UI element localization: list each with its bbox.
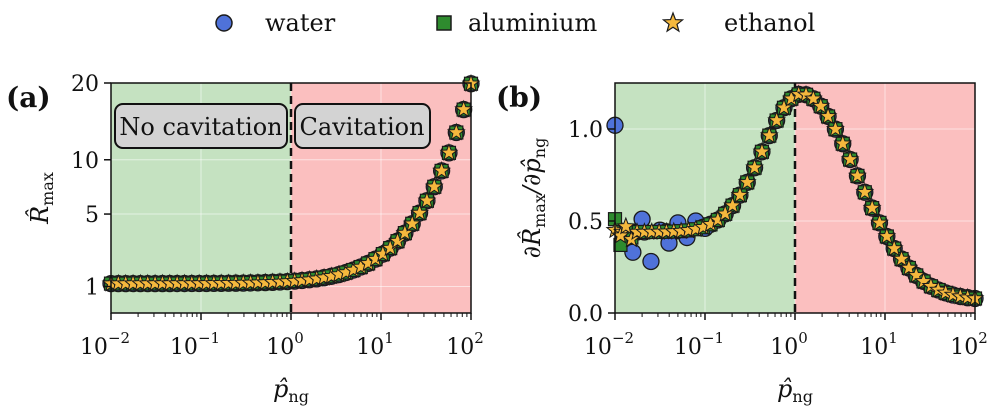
region-text-no-cavitation: No cavitation <box>119 113 282 141</box>
x-ticks-a: 10−2 10−1 100 101 102 <box>80 313 484 360</box>
point-b-ethanol-38 <box>884 238 904 257</box>
region-box-no-cavitation <box>114 103 288 149</box>
x-axis-label-a: p̂ng <box>273 375 309 406</box>
y-tick-label-a-2: 10 <box>71 149 99 174</box>
y-axis-label-b: ∂R̂max/∂p̂ng <box>518 138 549 259</box>
point-b-ethanol-39 <box>892 249 911 268</box>
point-b-ethanol-17 <box>730 185 750 204</box>
region-label-no-cavitation: No cavitation <box>114 103 288 149</box>
x-ticks-b: 10−2 10−1 100 101 102 <box>584 313 988 360</box>
legend-item-aluminium: aluminium <box>436 9 597 37</box>
point-b-ethanol-36 <box>870 212 889 231</box>
point-b-ethanol-16 <box>723 195 742 214</box>
point-b-ethanol-2 <box>621 229 641 248</box>
panel-label-a: (a) <box>6 81 51 114</box>
data-points-b <box>605 84 985 308</box>
x-tick-label-a-4: 102 <box>446 329 484 360</box>
y-tick-label-b-2: 1.0 <box>568 118 603 143</box>
point-b-ethanol-42 <box>914 271 934 290</box>
legend: water aluminium ethanol <box>215 9 815 37</box>
y-tick-label-a-0: 1 <box>85 275 99 300</box>
y-tick-label-b-0: 0.0 <box>568 302 603 327</box>
y-axis-label-a: R̂max <box>26 172 57 225</box>
x-tick-label-b-2: 100 <box>770 329 808 360</box>
point-b-ethanol-19 <box>745 157 765 176</box>
point-b-ethanol-26 <box>796 84 816 103</box>
point-b-ethanol-34 <box>855 182 875 201</box>
point-a-ethanol-42 <box>410 203 430 222</box>
y-tick-label-a-1: 5 <box>85 203 99 228</box>
x-tick-label-b-4: 102 <box>950 329 988 360</box>
legend-item-ethanol: ethanol <box>661 9 815 37</box>
point-b-ethanol-29 <box>818 106 838 125</box>
point-b-ethanol-27 <box>803 88 823 107</box>
point-b-ethanol-33 <box>848 165 867 184</box>
legend-marker-aluminium <box>436 15 452 31</box>
region-label-cavitation: Cavitation <box>294 103 431 149</box>
point-b-ethanol-32 <box>840 149 860 168</box>
legend-label-water: water <box>265 9 336 37</box>
point-b-ethanol-30 <box>825 119 845 138</box>
point-b-ethanol-31 <box>833 133 853 152</box>
point-a-ethanol-44 <box>424 176 444 195</box>
x-tick-label-b-3: 101 <box>860 329 898 360</box>
point-b-ethanol-15 <box>715 203 735 222</box>
y-tick-label-b-1: 0.5 <box>568 210 603 235</box>
y-tick-label-a-3: 20 <box>71 72 99 97</box>
x-tick-label-a-2: 100 <box>266 329 304 360</box>
point-b-ethanol-51 <box>616 216 636 235</box>
point-a-ethanol-48 <box>454 99 474 118</box>
point-a-ethanol-39 <box>388 231 407 250</box>
point-b-ethanol-22 <box>767 110 787 129</box>
point-b-ethanol-20 <box>752 141 772 160</box>
x-tick-label-a-1: 10−1 <box>170 329 220 360</box>
x-tick-label-a-3: 101 <box>356 329 394 360</box>
point-b-ethanol-18 <box>737 172 757 191</box>
legend-item-water: water <box>215 9 336 37</box>
point-b-ethanol-21 <box>759 125 779 144</box>
panel-a: (a) No cavitation Cavitation 10−2 10−1 100… <box>6 72 484 406</box>
point-b-ethanol-40 <box>899 258 919 277</box>
x-tick-label-b-0: 10−2 <box>584 329 634 360</box>
point-b-ethanol-37 <box>877 226 897 245</box>
point-a-ethanol-46 <box>439 142 459 161</box>
point-b-ethanol-35 <box>862 198 882 217</box>
y-ticks-a: 1 5 10 20 <box>71 72 111 300</box>
x-tick-label-b-1: 10−1 <box>674 329 724 360</box>
point-b-ethanol-28 <box>811 96 831 115</box>
point-b-water-5 <box>642 252 660 271</box>
point-b-ethanol-23 <box>774 97 794 116</box>
legend-marker-water <box>215 14 233 32</box>
x-tick-label-a-0: 10−2 <box>80 329 130 360</box>
legend-label-ethanol: ethanol <box>724 9 815 37</box>
point-a-ethanol-43 <box>417 190 437 209</box>
region-text-cavitation: Cavitation <box>299 113 424 141</box>
panel-b: (b) 10−2 10−1 100 101 102 0.0 0.5 1.0 p̂ng ∂R̂… <box>496 81 988 406</box>
panel-label-b: (b) <box>496 81 542 114</box>
point-a-ethanol-40 <box>395 223 415 242</box>
point-a-ethanol-45 <box>432 160 452 179</box>
y-ticks-b: 0.0 0.5 1.0 <box>568 118 615 327</box>
legend-marker-ethanol <box>661 11 685 33</box>
region-box-cavitation <box>294 103 431 149</box>
legend-label-aluminium: aluminium <box>468 9 597 37</box>
data-points-a <box>101 73 481 293</box>
point-a-ethanol-41 <box>402 213 422 232</box>
point-a-ethanol-47 <box>446 122 466 141</box>
x-axis-label-b: p̂ng <box>777 375 813 406</box>
